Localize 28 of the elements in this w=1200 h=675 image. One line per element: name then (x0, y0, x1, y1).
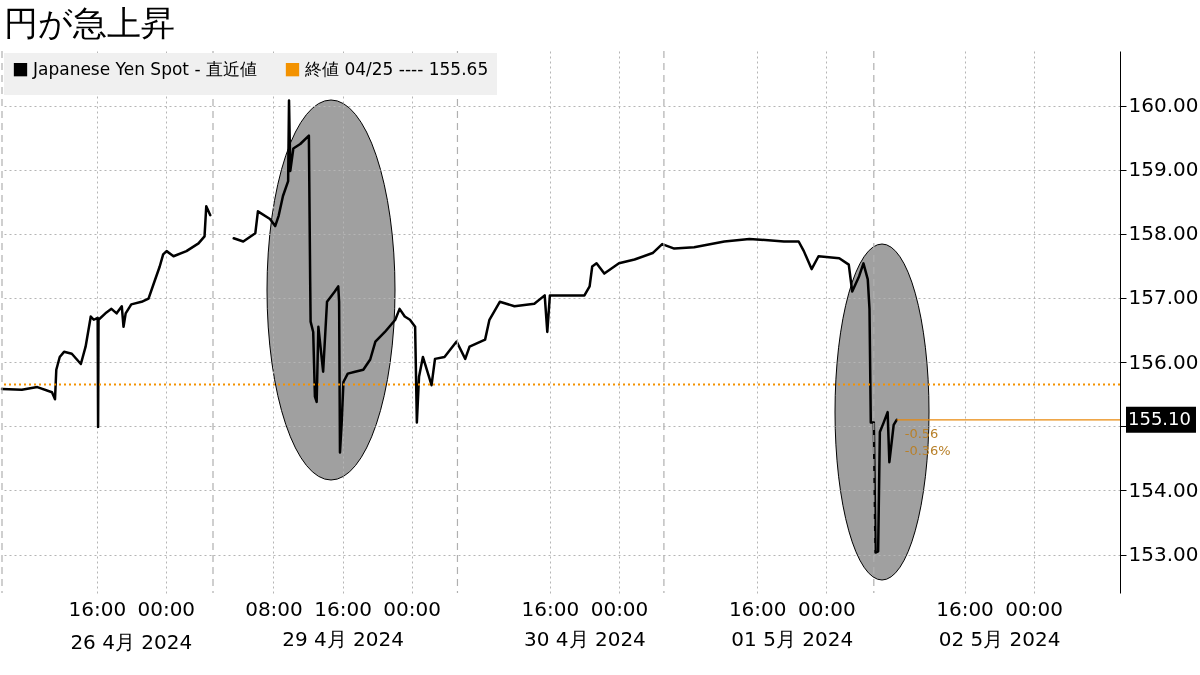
y-tick-label: 154.00 (1128, 477, 1199, 502)
x2-tick-label: 01 5月 2024 (731, 626, 854, 651)
x-tick-label: 00:00 (797, 596, 856, 621)
x-tick-label: 16:00 (728, 596, 787, 621)
y-tick-label: 157.00 (1128, 285, 1199, 310)
y-tick-label: 153.00 (1128, 542, 1199, 567)
legend-label: 終値 04/25 ---- 155.65 (304, 58, 489, 79)
x-tick-label: 08:00 (245, 596, 303, 621)
x2-tick-label: 29 4月 2024 (282, 626, 404, 651)
x2-tick-label: 30 4月 2024 (524, 626, 646, 651)
y-tick-label: 158.00 (1128, 221, 1199, 246)
x-tick-label: 16:00 (936, 596, 994, 621)
x-tick-label: 00:00 (137, 596, 196, 621)
x-tick-label: 00:00 (383, 596, 441, 621)
y-tick-label: 160.00 (1128, 93, 1199, 118)
x-tick-label: 16:00 (521, 596, 580, 621)
y-tick-label: 156.00 (1128, 349, 1199, 374)
x2-tick-label: 02 5月 2024 (938, 626, 1061, 651)
ref-line-label: 155.10 (1128, 407, 1191, 429)
x-tick-label: 00:00 (1005, 596, 1063, 621)
x-tick-label: 00:00 (590, 596, 649, 621)
line-series (232, 99, 898, 554)
x-tick-label: 16:00 (68, 596, 127, 621)
y-tick-label: 159.00 (1128, 157, 1199, 182)
chart-title: 円が急上昇 (4, 2, 175, 44)
x-tick-label: 16:00 (314, 596, 372, 621)
text: 26 4月 2024 (70, 630, 193, 654)
legend-label: Japanese Yen Spot - 直近値 (32, 58, 257, 79)
